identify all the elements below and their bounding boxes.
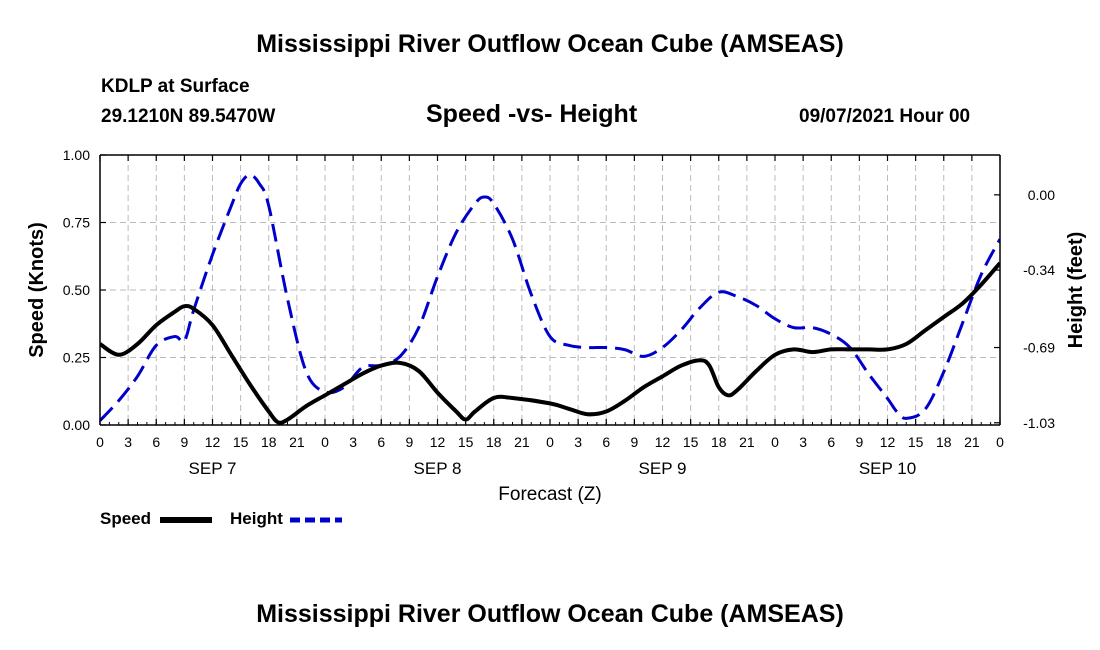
legend-height-label: Height bbox=[230, 509, 283, 528]
page-title: Mississippi River Outflow Ocean Cube (AM… bbox=[256, 30, 844, 58]
day-label: SEP 9 bbox=[639, 459, 687, 478]
y-left-tick-label: 0.75 bbox=[63, 215, 90, 231]
chart-series bbox=[100, 173, 1000, 425]
x-tick-label: 0 bbox=[771, 434, 779, 450]
legend-height-swatch bbox=[290, 517, 342, 523]
x-tick-label: 6 bbox=[377, 434, 385, 450]
y-right-tick-label: -0.69 bbox=[1023, 340, 1055, 356]
x-tick-label: 6 bbox=[827, 434, 835, 450]
series-line-speed bbox=[100, 261, 1000, 425]
x-axis-title: Forecast (Z) bbox=[498, 484, 601, 505]
x-tick-label: 21 bbox=[739, 434, 755, 450]
x-tick-label: 18 bbox=[486, 434, 502, 450]
x-tick-label: 12 bbox=[655, 434, 671, 450]
x-tick-label: 18 bbox=[261, 434, 277, 450]
x-tick-label: 15 bbox=[908, 434, 924, 450]
forecast-date: 09/07/2021 Hour 00 bbox=[799, 106, 971, 127]
y-right-tick-label: 0.00 bbox=[1028, 187, 1055, 203]
y-right-tick-label: -1.03 bbox=[1023, 415, 1055, 431]
x-tick-label: 18 bbox=[936, 434, 952, 450]
y-left-tick-label: 0.00 bbox=[63, 417, 90, 433]
x-tick-label: 0 bbox=[996, 434, 1004, 450]
day-label: SEP 8 bbox=[414, 459, 462, 478]
x-tick-label: 9 bbox=[855, 434, 863, 450]
x-tick-label: 3 bbox=[124, 434, 132, 450]
legend-speed-swatch bbox=[160, 517, 212, 523]
x-tick-label: 3 bbox=[574, 434, 582, 450]
x-tick-label: 21 bbox=[964, 434, 980, 450]
x-tick-label: 3 bbox=[349, 434, 357, 450]
x-tick-label: 21 bbox=[289, 434, 305, 450]
y-left-tick-label: 0.25 bbox=[63, 350, 90, 366]
y-left-axis-title: Speed (Knots) bbox=[26, 222, 48, 358]
x-tick-label: 3 bbox=[799, 434, 807, 450]
x-tick-label: 12 bbox=[430, 434, 446, 450]
footer-title: Mississippi River Outflow Ocean Cube (AM… bbox=[256, 600, 844, 628]
x-tick-label: 6 bbox=[152, 434, 160, 450]
x-tick-label: 15 bbox=[683, 434, 699, 450]
y-right-tick-label: -0.34 bbox=[1023, 262, 1055, 278]
x-tick-label: 12 bbox=[880, 434, 896, 450]
day-label: SEP 10 bbox=[859, 459, 916, 478]
x-tick-label: 9 bbox=[180, 434, 188, 450]
x-tick-label: 0 bbox=[96, 434, 104, 450]
y-left-tick-label: 0.50 bbox=[63, 282, 90, 298]
chart-subtitle: Speed -vs- Height bbox=[426, 100, 638, 128]
x-tick-label: 0 bbox=[321, 434, 329, 450]
y-left-tick-label: 1.00 bbox=[63, 147, 90, 163]
x-tick-label: 9 bbox=[405, 434, 413, 450]
x-tick-label: 12 bbox=[205, 434, 221, 450]
legend-speed-label: Speed bbox=[100, 509, 152, 528]
x-tick-label: 18 bbox=[711, 434, 727, 450]
x-tick-label: 15 bbox=[233, 434, 249, 450]
x-tick-label: 15 bbox=[458, 434, 474, 450]
x-tick-label: 6 bbox=[602, 434, 610, 450]
y-right-axis-title: Height (feet) bbox=[1065, 232, 1087, 349]
x-tick-label: 0 bbox=[546, 434, 554, 450]
x-tick-label: 9 bbox=[630, 434, 638, 450]
day-label: SEP 7 bbox=[189, 459, 237, 478]
chart-grid bbox=[100, 155, 1000, 425]
x-tick-label: 21 bbox=[514, 434, 530, 450]
station-coordinates: 29.1210N 89.5470W bbox=[101, 106, 276, 127]
station-label: KDLP at Surface bbox=[101, 76, 250, 97]
chart-ticks: 0 3 6 9 12 15 18 21 0 3 6 9 12 15 18 21 0 3 6 9 12 15 18 21 0 3 6 9… bbox=[26, 147, 1087, 505]
